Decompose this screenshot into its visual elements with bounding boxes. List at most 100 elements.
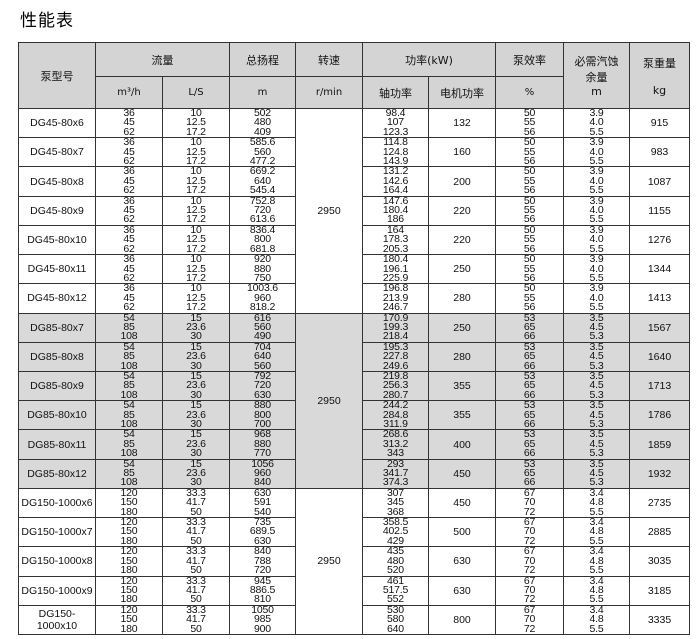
- flow-ls-cell-value: 30: [190, 447, 202, 460]
- shaft-power-cell-value: 107: [387, 116, 404, 129]
- motor-power-cell: 630: [428, 546, 496, 577]
- efficiency-cell-value: 65: [523, 320, 536, 333]
- flow-ls-cell-value: 23.6: [186, 408, 206, 421]
- header-power: 功率(kW): [362, 42, 496, 77]
- efficiency-cell-value: 50: [523, 282, 536, 295]
- efficiency-cell: 50 55 56: [495, 108, 564, 139]
- table-row: DG45-80x10 36 45 62 10 12.5 17.2 836.4 800 681.8 1…: [18, 224, 690, 256]
- flow-ls-cell-value: 41.7: [186, 496, 206, 509]
- flow-ls-cell-value: 12.5: [186, 145, 206, 158]
- shaft-power-cell-value: 195.3: [382, 340, 409, 353]
- model-cell: DG85-80x12: [18, 458, 96, 489]
- weight-cell: 1087: [629, 166, 690, 197]
- shaft-power-cell-value: 244.2: [382, 399, 409, 412]
- efficiency-cell-value: 55: [523, 204, 536, 217]
- flow-ls-cell-value: 10: [190, 136, 202, 149]
- shaft-power-cell: 114.8 124.8 143.9: [362, 137, 429, 168]
- table-row: DG150-1000x7 120 150 180 33.3 41.7 50 735 689.5 6…: [18, 516, 690, 548]
- npsh-cell-value: 5.3: [589, 447, 604, 460]
- header-npsh-label: 必需汽蚀余量: [574, 55, 619, 84]
- shaft-power-cell-value: 164.4: [382, 184, 409, 197]
- motor-power-cell: 355: [428, 400, 496, 431]
- shaft-power-cell-value: 142.6: [382, 174, 409, 187]
- npsh-cell-value: 3.4: [589, 574, 604, 587]
- flow-m3h-cell-value: 36: [123, 107, 135, 119]
- efficiency-cell: 67 70 72: [495, 604, 564, 635]
- npsh-cell-value: 4.8: [589, 554, 604, 567]
- flow-ls-cell-value: 23.6: [186, 350, 206, 363]
- flow-m3h-cell-value: 150: [120, 496, 138, 509]
- flow-m3h-cell: 54 85 108: [95, 400, 163, 431]
- flow-m3h-cell-value: 45: [123, 262, 135, 275]
- flow-ls-cell-value: 17.2: [186, 155, 206, 168]
- flow-m3h-cell: 36 45 62: [95, 254, 163, 285]
- efficiency-cell-value: 53: [523, 399, 536, 412]
- flow-ls-cell-value: 15: [190, 311, 202, 324]
- motor-power-cell: 355: [428, 370, 496, 402]
- weight-cell: 3335: [629, 604, 690, 635]
- efficiency-cell-value: 55: [523, 233, 536, 246]
- header-flow-ls: L/S: [162, 76, 230, 109]
- motor-power-cell: 280: [428, 341, 496, 372]
- npsh-cell-value: 3.9: [589, 107, 604, 119]
- head-cell-value: 560: [254, 359, 271, 372]
- flow-ls-cell-value: 41.7: [186, 554, 206, 567]
- model-cell: DG150-1000x8: [18, 546, 96, 577]
- head-cell: 585.6 560 477.2: [229, 137, 296, 168]
- flow-ls-cell-value: 23.6: [186, 467, 206, 480]
- efficiency-cell: 50 55 56: [495, 253, 564, 285]
- motor-power-cell: 450: [428, 458, 496, 489]
- speed-cell: 2950: [295, 487, 363, 635]
- efficiency-cell-value: 53: [523, 457, 536, 470]
- flow-m3h-cell: 120 150 180: [95, 517, 163, 548]
- head-cell-value: 630: [254, 534, 271, 547]
- header-speed-unit: r/min: [295, 76, 363, 109]
- shaft-power-cell-value: 205.3: [382, 242, 409, 255]
- shaft-power-cell-value: 170.9: [382, 311, 409, 324]
- shaft-power-cell: 164 178.3 205.3: [362, 224, 429, 256]
- header-speed: 转速: [295, 42, 363, 77]
- efficiency-cell: 53 65 66: [495, 370, 564, 402]
- head-cell: 752.8 720 613.6: [229, 195, 296, 226]
- head-cell: 945 886.5 810: [229, 575, 296, 606]
- flow-ls-cell-value: 12.5: [186, 116, 206, 129]
- flow-ls-cell-value: 33.3: [186, 574, 206, 587]
- flow-m3h-cell-value: 85: [123, 379, 135, 392]
- table-row: DG150-1000x8 120 150 180 33.3 41.7 50 840 788 720…: [18, 546, 690, 577]
- flow-ls-cell-value: 33.3: [186, 516, 206, 529]
- table-row: DG150-1000x10 120 150 180 33.3 41.7 50 1050 985 9…: [18, 603, 690, 635]
- flow-m3h-cell-value: 108: [120, 330, 138, 343]
- head-cell-value: 669.2: [249, 165, 276, 178]
- motor-power-cell: 500: [428, 517, 496, 548]
- head-cell-value: 613.6: [249, 213, 276, 226]
- efficiency-cell-value: 50: [523, 253, 536, 266]
- npsh-cell-value: 5.3: [589, 418, 604, 430]
- efficiency-cell: 50 55 56: [495, 282, 564, 314]
- header-efficiency: 泵效率: [495, 42, 564, 77]
- shaft-power-cell-value: 123.3: [382, 125, 409, 138]
- flow-m3h-cell: 120 150 180: [95, 487, 163, 519]
- flow-ls-cell-value: 12.5: [186, 233, 206, 246]
- flow-m3h-cell-value: 120: [120, 603, 138, 616]
- flow-ls-cell: 33.3 41.7 50: [162, 574, 230, 606]
- efficiency-cell-value: 66: [523, 330, 536, 343]
- npsh-cell-value: 3.5: [589, 457, 604, 470]
- efficiency-cell-value: 56: [523, 213, 536, 226]
- efficiency-cell: 50 55 56: [495, 166, 564, 197]
- header-weight: 泵重量 kg: [629, 42, 690, 109]
- flow-ls-cell-value: 10: [190, 107, 202, 119]
- motor-power-cell: 200: [428, 166, 496, 197]
- motor-power-cell: 132: [428, 107, 496, 139]
- head-cell: 920 880 750: [229, 254, 296, 285]
- efficiency-cell-value: 70: [523, 613, 536, 626]
- flow-ls-cell: 15 23.6 30: [162, 428, 230, 460]
- efficiency-cell-value: 55: [523, 174, 536, 187]
- efficiency-cell-value: 50: [523, 194, 536, 207]
- model-cell: DG85-80x11: [18, 429, 96, 460]
- shaft-power-cell-value: 640: [387, 622, 404, 635]
- efficiency-cell-value: 66: [523, 418, 536, 430]
- shaft-power-cell-value: 480: [387, 554, 404, 567]
- head-cell-value: 616: [254, 311, 271, 324]
- head-cell: 968 880 770: [229, 429, 296, 460]
- flow-ls-cell-value: 15: [190, 428, 202, 441]
